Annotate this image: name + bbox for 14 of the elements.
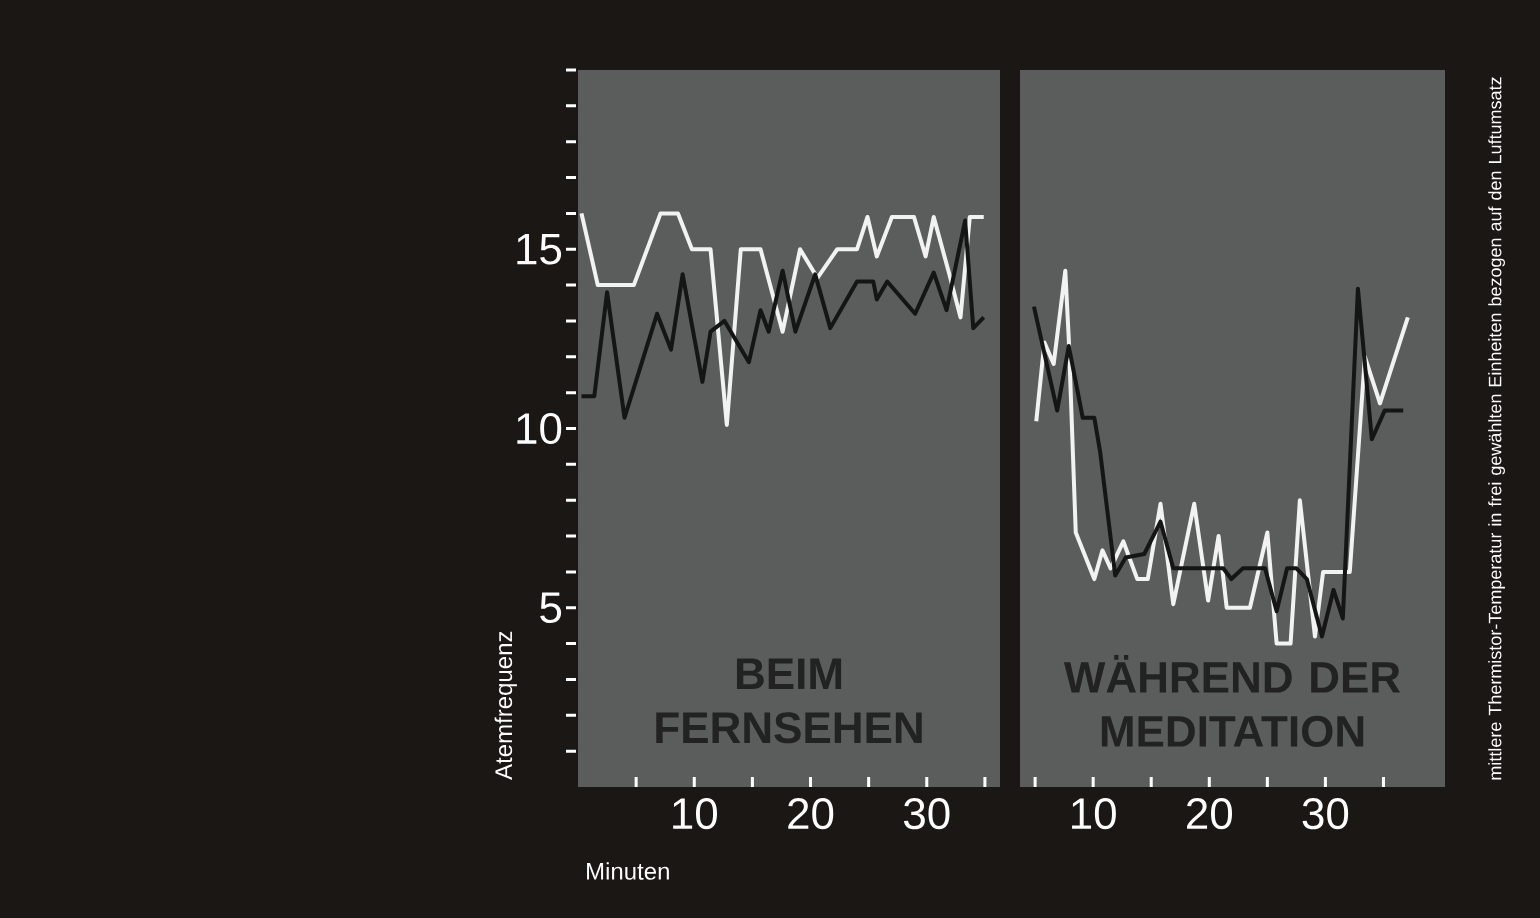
- x-tick-label: 10: [673, 798, 717, 830]
- y-tick-label: 5: [540, 592, 562, 624]
- x-tick-label: 20: [788, 798, 834, 830]
- x-tick-label: 10: [1072, 798, 1116, 830]
- x-axis-title: Minuten: [587, 862, 669, 880]
- y2-axis-title: mittlere Thermistor-Temperatur in frei gewählten Einheiten bezogen auf den Luftumsatz: [1488, 77, 1505, 780]
- y-tick-label: 10: [517, 412, 562, 445]
- x-tick-label: 20: [1187, 798, 1233, 830]
- x-tick-label: 30: [903, 798, 950, 830]
- annotation: WÄHREND DER MEDITATION: [1063, 654, 1401, 747]
- annotation: BEIM FERNSEHEN: [656, 658, 922, 744]
- x-tick-label: 30: [1302, 798, 1349, 830]
- y-tick-label: 15: [517, 233, 562, 265]
- y-axis-title: Atemfrequenz: [494, 631, 517, 780]
